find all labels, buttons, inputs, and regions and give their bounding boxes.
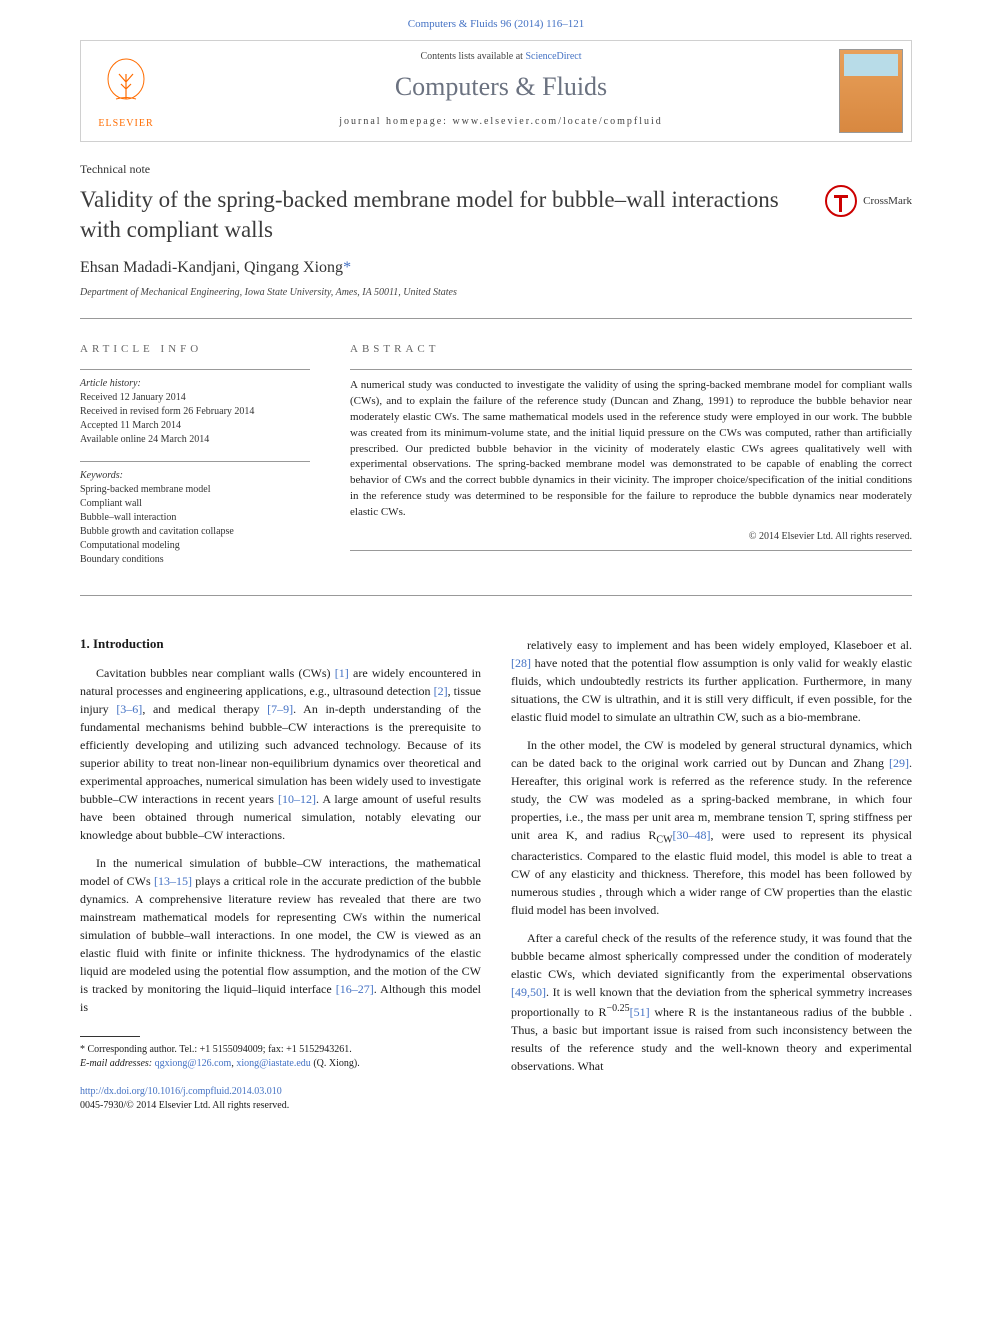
citation-ref[interactable]: [16–27]	[336, 982, 374, 996]
email-link[interactable]: xiong@iastate.edu	[236, 1058, 310, 1069]
history-label: Article history:	[80, 378, 310, 389]
divider	[350, 550, 912, 551]
body-paragraph: After a careful check of the results of …	[511, 929, 912, 1075]
abstract-text: A numerical study was conducted to inves…	[350, 378, 912, 521]
body-paragraph: relatively easy to implement and has bee…	[511, 636, 912, 726]
crossmark-label: CrossMark	[863, 195, 912, 207]
journal-header-box: ELSEVIER Contents lists available at Sci…	[80, 40, 912, 142]
left-column: 1. Introduction Cavitation bubbles near …	[80, 636, 481, 1113]
citation-ref[interactable]: [7–9]	[267, 702, 293, 716]
history-line: Accepted 11 March 2014	[80, 419, 310, 433]
citation-ref[interactable]: [13–15]	[154, 874, 192, 888]
citation-ref[interactable]: [29]	[889, 756, 909, 770]
body-columns: 1. Introduction Cavitation bubbles near …	[80, 636, 912, 1113]
keyword: Bubble–wall interaction	[80, 511, 310, 525]
abstract-heading: ABSTRACT	[350, 343, 912, 355]
footnote-separator	[80, 1036, 140, 1037]
crossmark-icon	[825, 185, 857, 217]
homepage-prefix: journal homepage:	[339, 116, 452, 127]
body-paragraph: In the other model, the CW is modeled by…	[511, 736, 912, 919]
citation-ref[interactable]: [10–12]	[278, 792, 316, 806]
elsevier-tree-icon	[101, 54, 151, 114]
article-type: Technical note	[80, 162, 912, 177]
divider	[350, 369, 912, 370]
divider	[80, 461, 310, 462]
contents-prefix: Contents lists available at	[420, 51, 525, 62]
keyword: Boundary conditions	[80, 553, 310, 567]
divider	[80, 595, 912, 596]
body-paragraph: Cavitation bubbles near compliant walls …	[80, 664, 481, 844]
contents-available: Contents lists available at ScienceDirec…	[191, 51, 811, 62]
doi-link[interactable]: http://dx.doi.org/10.1016/j.compfluid.20…	[80, 1085, 481, 1099]
citation-ref[interactable]: [51]	[630, 1005, 650, 1019]
homepage-url[interactable]: www.elsevier.com/locate/compfluid	[452, 116, 662, 127]
keyword: Compliant wall	[80, 497, 310, 511]
keyword: Bubble growth and cavitation collapse	[80, 525, 310, 539]
keyword: Computational modeling	[80, 539, 310, 553]
article-info-column: ARTICLE INFO Article history: Received 1…	[80, 343, 310, 581]
body-paragraph: In the numerical simulation of bubble–CW…	[80, 854, 481, 1016]
publisher-name: ELSEVIER	[98, 118, 153, 129]
journal-cover-thumbnail[interactable]	[839, 49, 903, 133]
divider	[80, 318, 912, 319]
corresponding-mark: *	[343, 259, 351, 276]
keyword: Spring-backed membrane model	[80, 483, 310, 497]
email-footnote: E-mail addresses: qgxiong@126.com, xiong…	[80, 1057, 481, 1071]
abstract-column: ABSTRACT A numerical study was conducted…	[350, 343, 912, 581]
article-title: Validity of the spring-backed membrane m…	[80, 185, 805, 245]
citation-ref[interactable]: [30–48]	[673, 828, 711, 842]
author-names: Ehsan Madadi-Kandjani, Qingang Xiong	[80, 259, 343, 276]
authors: Ehsan Madadi-Kandjani, Qingang Xiong*	[80, 259, 912, 277]
crossmark-badge[interactable]: CrossMark	[825, 185, 912, 217]
history-line: Available online 24 March 2014	[80, 433, 310, 447]
email-suffix: (Q. Xiong).	[311, 1058, 360, 1069]
email-label: E-mail addresses:	[80, 1058, 155, 1069]
section-heading: 1. Introduction	[80, 636, 481, 652]
header-citation[interactable]: Computers & Fluids 96 (2014) 116–121	[0, 0, 992, 40]
article-info-heading: ARTICLE INFO	[80, 343, 310, 355]
history-line: Received in revised form 26 February 201…	[80, 405, 310, 419]
citation-ref[interactable]: [1]	[335, 666, 349, 680]
corresponding-footnote: * Corresponding author. Tel.: +1 5155094…	[80, 1043, 481, 1057]
publisher-logo-block[interactable]: ELSEVIER	[81, 41, 171, 141]
keywords-label: Keywords:	[80, 470, 310, 481]
journal-cover-block	[831, 41, 911, 141]
journal-name: Computers & Fluids	[191, 72, 811, 102]
citation-ref[interactable]: [28]	[511, 656, 531, 670]
affiliation: Department of Mechanical Engineering, Io…	[80, 287, 912, 298]
history-line: Received 12 January 2014	[80, 391, 310, 405]
abstract-copyright: © 2014 Elsevier Ltd. All rights reserved…	[350, 531, 912, 542]
divider	[80, 369, 310, 370]
email-link[interactable]: qgxiong@126.com	[155, 1058, 232, 1069]
citation-ref[interactable]: [3–6]	[116, 702, 142, 716]
citation-ref[interactable]: [2]	[434, 684, 448, 698]
journal-homepage: journal homepage: www.elsevier.com/locat…	[191, 116, 811, 127]
citation-ref[interactable]: [49,50]	[511, 985, 546, 999]
issn-line: 0045-7930/© 2014 Elsevier Ltd. All right…	[80, 1099, 481, 1113]
right-column: relatively easy to implement and has bee…	[511, 636, 912, 1113]
sciencedirect-link[interactable]: ScienceDirect	[525, 51, 581, 62]
doi-block: http://dx.doi.org/10.1016/j.compfluid.20…	[80, 1085, 481, 1113]
header-center: Contents lists available at ScienceDirec…	[171, 41, 831, 141]
